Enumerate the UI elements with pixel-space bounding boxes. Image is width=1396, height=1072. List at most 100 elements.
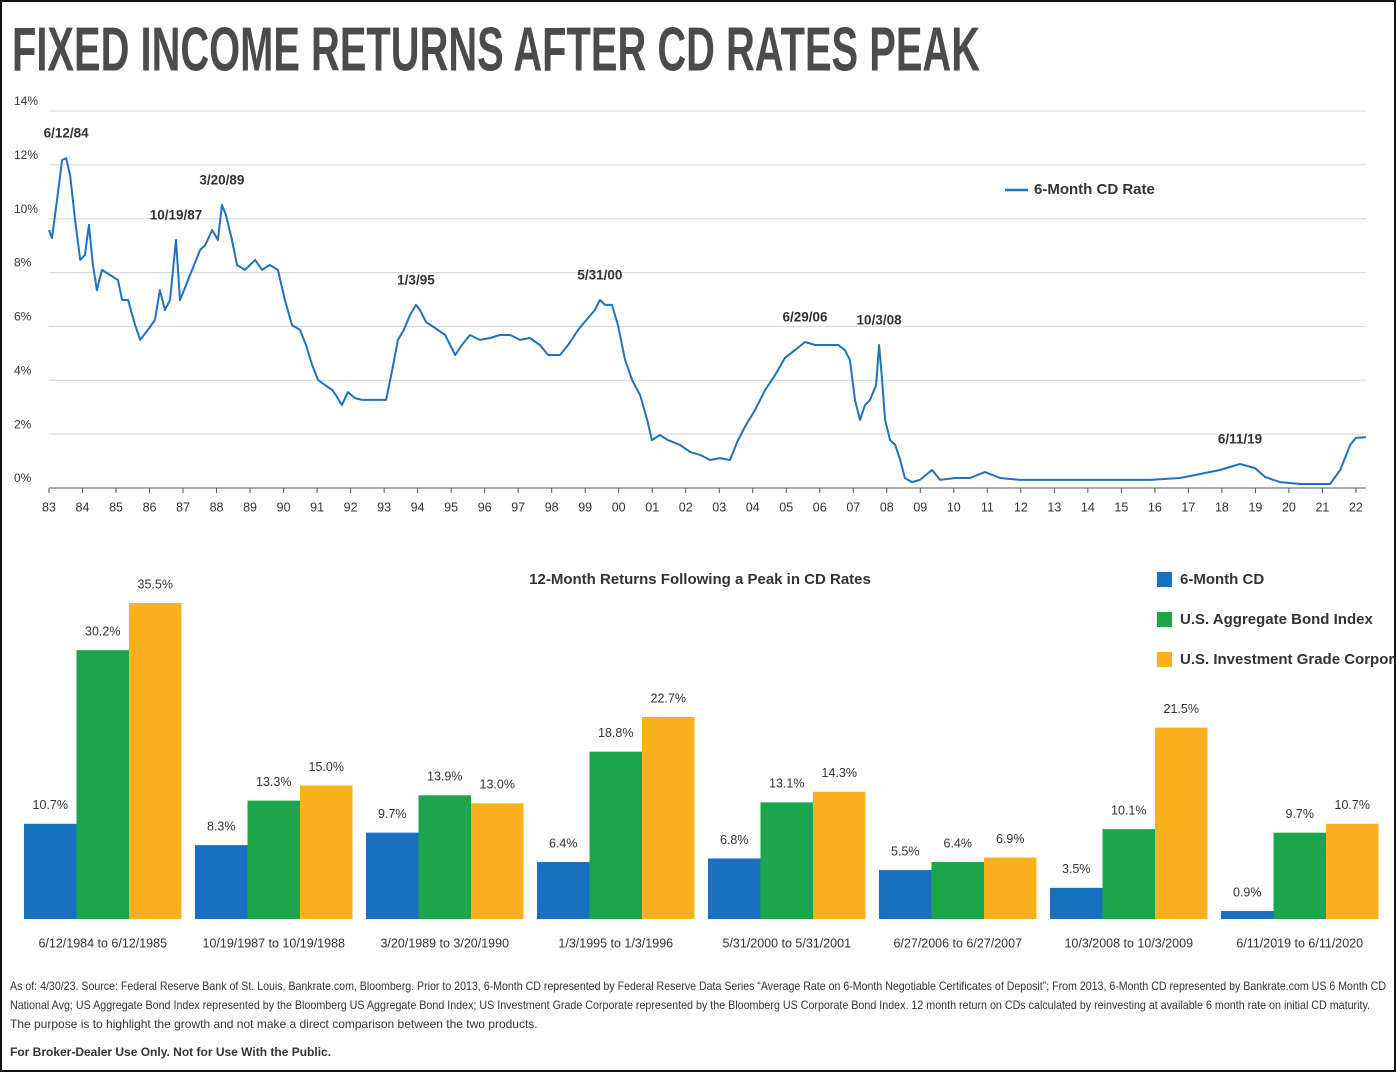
legend-swatch xyxy=(1157,612,1172,627)
x-tick-label: 85 xyxy=(109,500,123,514)
x-tick-label: 12 xyxy=(1014,500,1028,514)
legend-swatch xyxy=(1157,652,1172,667)
value-label: 35.5% xyxy=(138,577,173,591)
x-tick-label: 21 xyxy=(1315,500,1329,514)
value-label: 8.3% xyxy=(207,819,236,833)
bar xyxy=(813,791,866,919)
value-label: 18.8% xyxy=(598,726,633,740)
bar xyxy=(537,862,590,919)
bar xyxy=(642,716,695,919)
x-tick-label: 20 xyxy=(1282,500,1296,514)
x-tick-label: 83 xyxy=(42,500,56,514)
y-tick-label: 8% xyxy=(14,256,32,270)
chart-title: 12-Month Returns Following a Peak in CD … xyxy=(529,571,871,588)
annotation: 3/20/89 xyxy=(199,173,244,188)
x-tick-label: 00 xyxy=(612,500,626,514)
bar xyxy=(1155,727,1208,919)
bar xyxy=(1273,832,1326,919)
x-tick-label: 3/20/1989 to 3/20/1990 xyxy=(380,936,509,950)
legend-swatch xyxy=(1157,572,1172,587)
x-tick-label: 90 xyxy=(277,500,291,514)
x-tick-label: 10 xyxy=(947,500,961,514)
bar xyxy=(931,862,984,919)
value-label: 9.7% xyxy=(378,807,407,821)
x-tick-label: 19 xyxy=(1248,500,1262,514)
legend-label: U.S. Aggregate Bond Index xyxy=(1180,611,1373,628)
x-tick-label: 6/11/2019 to 6/11/2020 xyxy=(1236,936,1363,950)
x-tick-label: 86 xyxy=(143,500,157,514)
bar xyxy=(1102,829,1155,919)
bar xyxy=(1326,823,1379,919)
value-label: 21.5% xyxy=(1164,702,1199,716)
bar xyxy=(195,845,248,919)
y-tick-label: 2% xyxy=(14,417,32,431)
page-title: FIXED INCOME RETURNS AFTER CD RATES PEAK xyxy=(12,15,980,84)
x-tick-label: 06 xyxy=(813,500,827,514)
value-label: 6.9% xyxy=(996,832,1025,846)
value-label: 13.0% xyxy=(480,778,515,792)
value-label: 6.4% xyxy=(944,836,973,850)
value-label: 10.7% xyxy=(33,798,68,812)
annotation: 10/19/87 xyxy=(150,208,203,223)
bar xyxy=(24,823,77,919)
value-label: 13.9% xyxy=(427,770,462,784)
x-tick-label: 17 xyxy=(1181,500,1195,514)
bar xyxy=(708,858,761,919)
bar xyxy=(1221,910,1274,919)
disclaimer: For Broker-Dealer Use Only. Not for Use … xyxy=(10,1045,331,1059)
x-tick-label: 94 xyxy=(411,500,425,514)
bar xyxy=(589,751,642,919)
annotation: 6/29/06 xyxy=(782,310,828,325)
annotation: 1/3/95 xyxy=(397,272,435,287)
x-tick-label: 10/3/2008 to 10/3/2009 xyxy=(1064,936,1193,950)
value-label: 30.2% xyxy=(85,625,120,639)
x-tick-label: 05 xyxy=(779,500,793,514)
bar xyxy=(760,802,813,919)
y-tick-label: 4% xyxy=(14,363,32,377)
legend-label: 6-Month CD xyxy=(1180,571,1264,588)
value-label: 6.8% xyxy=(720,833,749,847)
x-tick-label: 96 xyxy=(478,500,492,514)
x-tick-label: 89 xyxy=(243,500,257,514)
x-tick-label: 95 xyxy=(444,500,458,514)
x-tick-label: 13 xyxy=(1047,500,1061,514)
bar xyxy=(76,650,129,919)
bar xyxy=(129,603,182,919)
x-tick-label: 09 xyxy=(913,500,927,514)
x-tick-label: 14 xyxy=(1081,500,1095,514)
x-tick-label: 6/12/1984 to 6/12/1985 xyxy=(38,936,167,950)
x-tick-label: 93 xyxy=(377,500,391,514)
x-tick-label: 22 xyxy=(1349,500,1363,514)
footnote-line: The purpose is to highlight the growth a… xyxy=(10,1017,538,1031)
value-label: 9.7% xyxy=(1286,807,1315,821)
bar xyxy=(879,870,932,919)
value-label: 22.7% xyxy=(651,691,686,705)
x-tick-label: 18 xyxy=(1215,500,1229,514)
x-tick-label: 15 xyxy=(1114,500,1128,514)
value-label: 10.1% xyxy=(1111,803,1146,817)
x-tick-label: 97 xyxy=(511,500,525,514)
value-label: 14.3% xyxy=(822,766,857,780)
x-tick-label: 84 xyxy=(76,500,90,514)
annotation: 6/12/84 xyxy=(44,126,90,141)
line-series xyxy=(48,157,1367,485)
legend-label: 6-Month CD Rate xyxy=(1034,181,1155,198)
value-label: 10.7% xyxy=(1335,798,1370,812)
y-tick-label: 0% xyxy=(14,471,32,485)
x-tick-label: 04 xyxy=(746,500,760,514)
bar xyxy=(366,832,419,919)
y-tick-label: 10% xyxy=(14,202,38,216)
x-tick-label: 99 xyxy=(578,500,592,514)
x-tick-label: 87 xyxy=(176,500,190,514)
x-tick-label: 92 xyxy=(344,500,358,514)
value-label: 13.1% xyxy=(769,777,804,791)
x-tick-label: 01 xyxy=(645,500,659,514)
bar xyxy=(300,785,353,919)
y-tick-label: 12% xyxy=(14,148,38,162)
legend-label: U.S. Investment Grade Corporate xyxy=(1180,651,1396,668)
x-tick-label: 07 xyxy=(846,500,860,514)
bar xyxy=(471,803,524,919)
annotation: 6/11/19 xyxy=(1218,432,1262,447)
x-tick-label: 5/31/2000 to 5/31/2001 xyxy=(722,936,851,950)
